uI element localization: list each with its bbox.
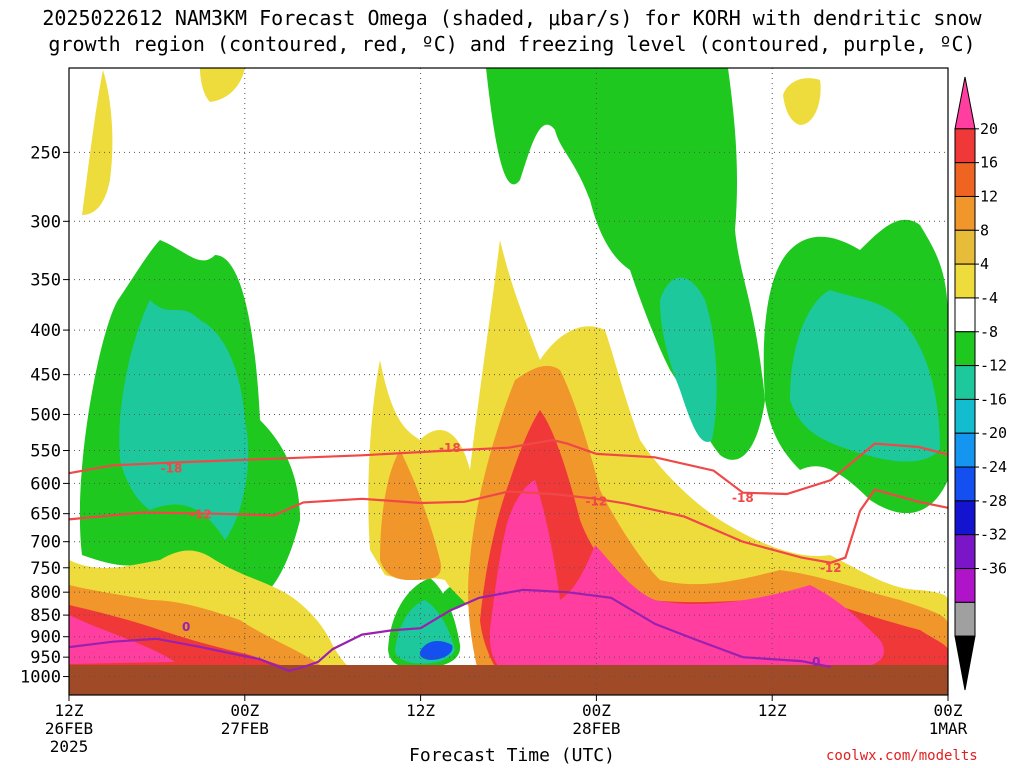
colorbar-label: -24 bbox=[980, 458, 1007, 476]
colorbar-swatch bbox=[954, 229, 976, 265]
omega-rising-upper-west2 bbox=[200, 68, 245, 102]
y-tick-label: 400 bbox=[30, 321, 61, 341]
y-tick-label: 650 bbox=[30, 505, 61, 525]
colorbar-label: -28 bbox=[980, 492, 1007, 510]
omega-rising-pink-core bbox=[489, 480, 884, 668]
colorbar-swatch bbox=[954, 76, 976, 130]
x-tick-label: 00Z bbox=[582, 701, 611, 720]
colorbar-swatch bbox=[954, 162, 976, 197]
x-tick-label: 12Z bbox=[406, 701, 435, 720]
colorbar-swatch bbox=[954, 432, 976, 468]
omega-rising-upper-west bbox=[82, 70, 113, 215]
chart-title-line-2: growth region (contoured, red, ºC) and f… bbox=[48, 32, 976, 56]
y-tick-label: 500 bbox=[30, 405, 61, 425]
colorbar-swatch bbox=[954, 128, 976, 164]
colorbar-label: -20 bbox=[980, 424, 1007, 442]
plot-frame bbox=[68, 67, 949, 696]
colorbar-label: 4 bbox=[980, 255, 989, 273]
y-tick-label: 250 bbox=[30, 143, 61, 163]
x-tick-label: 12Z bbox=[55, 701, 84, 720]
colorbar-label: -36 bbox=[980, 560, 1007, 578]
colorbar-label: -8 bbox=[980, 323, 998, 341]
x-tick-label: 00Z bbox=[230, 701, 259, 720]
contour-label: -12 bbox=[820, 561, 842, 575]
colorbar-swatch bbox=[954, 195, 976, 231]
colorbar-label: -32 bbox=[980, 526, 1007, 544]
x-tick-label: 28FEB bbox=[572, 719, 620, 738]
colorbar-swatch bbox=[954, 534, 976, 570]
y-tick-label: 700 bbox=[30, 533, 61, 553]
omega-rising-pink-low bbox=[69, 615, 175, 664]
y-tick-label: 750 bbox=[30, 559, 61, 579]
isotherm-line bbox=[68, 438, 949, 496]
colorbar-swatch bbox=[954, 263, 976, 299]
x-axis-title: Forecast Time (UTC) bbox=[409, 745, 615, 766]
y-tick-label: 600 bbox=[30, 474, 61, 494]
contour-label: -12 bbox=[586, 495, 608, 509]
colorbar-label: 20 bbox=[980, 120, 998, 138]
colorbar-label: 12 bbox=[980, 187, 998, 205]
y-tick-label: 950 bbox=[30, 648, 61, 668]
y-tick-label: 350 bbox=[30, 271, 61, 291]
colorbar-swatch bbox=[954, 331, 976, 367]
colorbar-label: 8 bbox=[980, 221, 989, 239]
y-tick-label: 550 bbox=[30, 442, 61, 462]
colorbar-label: -4 bbox=[980, 289, 998, 307]
contour-label: -18 bbox=[161, 461, 183, 475]
colorbar-swatch bbox=[954, 568, 976, 603]
y-tick-label: 800 bbox=[30, 583, 61, 603]
omega-colorbar: 20 16 12 8 4 -4 -8 -12 -16 -20 -24 -28 -32 -36 bbox=[954, 76, 1007, 691]
y-tick-label: 900 bbox=[30, 628, 61, 648]
dendritic-isotherms: -18 -18 -18 -12 -12 -12 bbox=[68, 438, 949, 575]
contour-label: -18 bbox=[439, 441, 461, 455]
x-tick-label: 12Z bbox=[758, 701, 787, 720]
y-tick-label: 850 bbox=[30, 606, 61, 626]
freezing-level-contour: 00 bbox=[68, 588, 832, 672]
credit-text: coolwx.com/modelts bbox=[826, 748, 978, 764]
colorbar-label: 16 bbox=[980, 154, 998, 172]
x-tick-label: 00Z bbox=[934, 701, 963, 720]
chart-title-line-1: 2025022612 NAM3KM Forecast Omega (shaded… bbox=[42, 6, 982, 30]
colorbar-swatch bbox=[954, 601, 976, 637]
omega-sinking-lowlevel-max bbox=[419, 640, 453, 660]
omega-sinking-core-top bbox=[660, 277, 717, 442]
omega-rising-upper-east bbox=[783, 78, 821, 125]
colorbar-label: -16 bbox=[980, 390, 1007, 408]
y-tick-label: 300 bbox=[30, 212, 61, 232]
contour-label: -12 bbox=[190, 508, 212, 522]
freezing-level-line bbox=[68, 588, 832, 672]
colorbar-swatch bbox=[954, 365, 976, 400]
contour-label: -18 bbox=[732, 491, 754, 505]
colorbar-label: -12 bbox=[980, 357, 1007, 375]
colorbar-swatch bbox=[954, 500, 976, 536]
colorbar-swatch bbox=[954, 635, 976, 691]
x-tick-label: 2025 bbox=[50, 737, 89, 756]
y-tick-label: 1000 bbox=[20, 668, 61, 688]
x-tick-label: 27FEB bbox=[221, 719, 269, 738]
pressure-axis: 2503003504004505005506006507007508008509… bbox=[20, 143, 69, 688]
colorbar-swatch bbox=[954, 297, 976, 333]
colorbar-swatch bbox=[954, 398, 976, 434]
x-tick-label: 1MAR bbox=[929, 719, 968, 738]
omega-rising-orange-mid bbox=[380, 450, 441, 580]
omega-sinking-core-east bbox=[790, 290, 940, 462]
y-tick-label: 450 bbox=[30, 366, 61, 386]
terrain-below-ground bbox=[69, 665, 948, 695]
contour-label: 0 bbox=[812, 655, 820, 669]
contour-label: 0 bbox=[182, 620, 190, 634]
x-tick-label: 26FEB bbox=[45, 719, 93, 738]
colorbar-swatch bbox=[954, 466, 976, 502]
isotherm-line bbox=[68, 488, 949, 564]
omega-sinking-core-west bbox=[119, 300, 249, 540]
